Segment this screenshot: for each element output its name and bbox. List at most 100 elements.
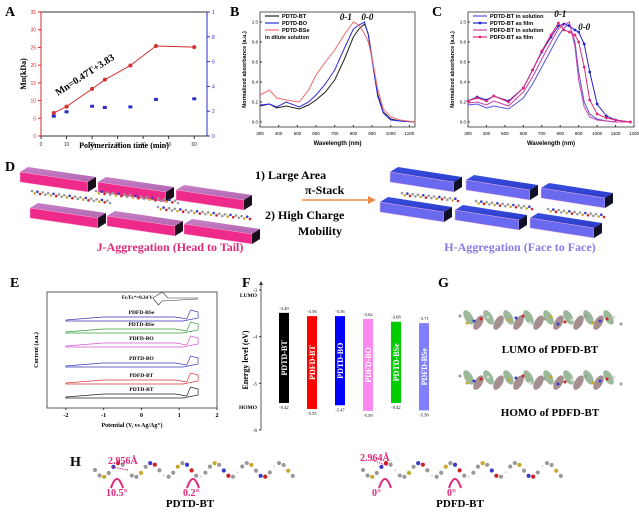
homo-orbital-atom — [535, 379, 539, 383]
lumo-orbital-atom — [493, 322, 497, 326]
y-tick-label: 0.4 — [460, 80, 467, 85]
homo-orbital-lobe — [533, 375, 544, 390]
x-tick-label: 2 — [216, 413, 219, 419]
y-tick-label: 5 — [33, 116, 36, 122]
y2-tick-label: 2 — [212, 109, 215, 115]
pdfd-bt-atom — [416, 461, 421, 466]
lumo-orbital-atom — [549, 315, 553, 319]
polymer-chain-atom — [578, 211, 582, 214]
polymer-chain-atom — [245, 215, 249, 218]
pdfd-bt-atom — [489, 468, 494, 473]
pdi-point — [128, 105, 133, 109]
pdtd-bt-atom — [106, 470, 111, 476]
j-block-side — [244, 195, 252, 210]
polymer-chain-atom — [94, 189, 98, 193]
pdtd-bt-atom — [240, 464, 245, 469]
polymer-chain-atom — [122, 193, 126, 196]
homo-orbital-atom — [514, 376, 518, 380]
polymer-chain-atom — [209, 213, 213, 217]
pdfd-bt-atom — [535, 470, 540, 475]
spectrum-marker — [577, 30, 581, 34]
pdi-point — [153, 97, 158, 101]
polymer-chain-atom — [190, 209, 193, 212]
polymer-chain-atom — [170, 209, 174, 212]
pdfd-bt-atom — [374, 470, 379, 476]
pdtd-bt-atom — [166, 474, 171, 479]
polymer-chain-atom — [100, 198, 104, 202]
lumo-orbital-atom — [570, 318, 574, 322]
lumo-orbital-atom — [563, 320, 567, 324]
spectrum-line — [467, 22, 631, 123]
distance-label-left: 2.956Å — [108, 456, 138, 467]
pdtd-bt-atom — [180, 461, 185, 466]
pdfd-bt-atom — [420, 462, 425, 467]
spectrum-marker — [485, 99, 488, 103]
polymer-chain-atom — [403, 193, 406, 197]
pdfd-bt-atom — [365, 473, 370, 478]
polymer-chain-atom — [592, 214, 595, 218]
cv-trace — [65, 321, 199, 334]
lumo-orbital-lobe — [463, 310, 474, 325]
polymer-chain-atom — [517, 204, 520, 207]
h-block-top — [380, 197, 452, 212]
polymer-chain-atom — [530, 207, 534, 211]
ferrocene-label: Fc/Fc⁺=0.34 V — [122, 295, 153, 301]
j-block-top — [176, 185, 252, 200]
polymer-chain-atom — [514, 205, 518, 209]
polymer-chain-atom — [162, 197, 166, 201]
homo-orbital-atom — [577, 376, 581, 380]
pdfd-bt-atom — [434, 474, 439, 479]
polymer-chain-atom — [154, 198, 157, 202]
cv-trace — [65, 372, 199, 385]
polymer-chain-atom — [480, 200, 483, 203]
polymer-chain-atom — [100, 190, 103, 193]
polymer-chain-atom — [474, 199, 478, 203]
spectrum-marker — [466, 99, 470, 103]
homo-orbital-atom — [465, 381, 469, 385]
y-tick-label: 0.0 — [252, 120, 259, 125]
spectrum-marker — [562, 28, 566, 32]
y-tick-label: 0 — [33, 134, 36, 140]
lumo-orbital-atom — [535, 319, 539, 323]
pdfd-bt-atom — [549, 462, 554, 468]
vibronic-label-00: 0-0 — [578, 22, 590, 32]
y-tick-label: -6 — [253, 429, 258, 434]
homo-orbital-lobe — [583, 370, 594, 385]
h-aggregation-label: H-Aggregation (Face to Face) — [444, 240, 596, 254]
polymer-chain-atom — [103, 201, 106, 204]
polymer-chain-atom — [406, 192, 409, 195]
polymer-chain-atom — [498, 204, 502, 207]
y-tick-label: 1.0 — [252, 20, 259, 25]
pdfd-bt-atom — [448, 461, 453, 466]
step2-label: 2) High Charge — [265, 208, 345, 222]
polymer-chain-atom — [68, 194, 71, 198]
h-block-side — [444, 207, 452, 222]
legend-marker — [478, 35, 482, 39]
homo-orbital-lobe — [573, 375, 584, 390]
j-block-top — [107, 211, 183, 226]
energy-bar — [419, 323, 429, 411]
h-block-side — [594, 223, 602, 238]
j-block-top — [20, 167, 96, 182]
y2-tick-label: 0 — [212, 134, 215, 140]
panel-label-c: C — [432, 5, 443, 20]
chart-e-cyclic-voltammetry: -2 -1 0 1 2 Potential (V, vs Ag/Ag⁺) Current (… — [33, 291, 219, 429]
y-tick-label: 0.2 — [252, 100, 259, 105]
lumo-orbital-lobe — [503, 310, 514, 325]
polymer-chain-atom — [87, 198, 90, 202]
homo-orbital-atom — [458, 374, 462, 378]
polymer-chain-atom — [427, 194, 430, 198]
pdfd-bt-atom — [544, 460, 550, 466]
lumo-axis-label: LUMO — [240, 293, 258, 299]
pdtd-bt-atom — [263, 474, 268, 479]
panel-label-f: F — [242, 276, 251, 291]
y-tick-label: 0.0 — [460, 120, 467, 125]
bar-label: PDTD-BO — [336, 343, 345, 379]
spectrum-marker — [588, 98, 592, 102]
h-block-top — [390, 167, 462, 182]
spectrum-marker — [568, 30, 571, 34]
legend-label: PDTD-BSe — [282, 28, 310, 34]
mn-point — [51, 110, 56, 115]
pdfd-bt-atom — [443, 464, 448, 469]
polymer-chain-atom — [226, 215, 229, 218]
